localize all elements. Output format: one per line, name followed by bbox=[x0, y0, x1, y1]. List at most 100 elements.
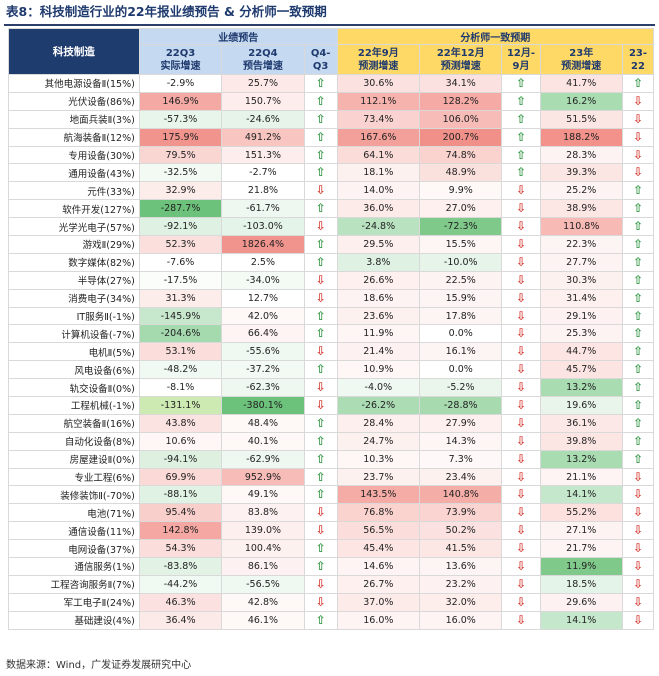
green-up-arrow-icon: ⇧ bbox=[632, 75, 643, 90]
y2023-forecast-growth: 18.5% bbox=[539, 574, 623, 594]
green-up-arrow-icon: ⇧ bbox=[315, 165, 326, 180]
red-down-arrow-icon: ⇩ bbox=[515, 612, 527, 627]
q4-forecast-growth: 66.4% bbox=[221, 324, 305, 344]
green-up-arrow-icon: ⇧ bbox=[632, 308, 643, 323]
y23-vs-y22-indicator: ⇩ bbox=[621, 592, 655, 612]
y2023-forecast-growth: 14.1% bbox=[539, 610, 623, 630]
q4-forecast-growth: 86.1% bbox=[221, 557, 305, 576]
red-down-arrow-icon: ⇩ bbox=[315, 344, 326, 359]
industry-name: 数字媒体(82%) bbox=[8, 252, 140, 272]
industry-name: 计算机设备(-7%) bbox=[8, 324, 140, 344]
sep-forecast-growth: 24.7% bbox=[336, 431, 421, 451]
q4-vs-q3-indicator: ⇧ bbox=[303, 413, 338, 433]
industry-name: 风电设备(6%) bbox=[8, 360, 140, 380]
sep-forecast-growth: 16.0% bbox=[336, 610, 421, 630]
q3-actual-growth: 175.9% bbox=[138, 127, 223, 147]
table-row: 其他电源设备Ⅱ(15%) -2.9% 25.7% ⇧ 30.6% 34.1% ⇧ 41.7% ⇧ bbox=[8, 74, 655, 93]
dec-forecast-growth: 0.0% bbox=[419, 324, 503, 344]
dec-forecast-growth: 34.1% bbox=[419, 74, 503, 93]
y23-vs-y22-indicator: ⇩ bbox=[621, 521, 655, 541]
header-q3-actual: 22Q3 实际增速 bbox=[138, 44, 223, 75]
q4-vs-q3-indicator: ⇧ bbox=[303, 163, 338, 183]
title-rule bbox=[4, 24, 655, 26]
dec-vs-sep-indicator: ⇩ bbox=[501, 557, 541, 576]
red-down-arrow-icon: ⇩ bbox=[515, 576, 527, 591]
red-down-arrow-icon: ⇩ bbox=[632, 93, 643, 108]
y2023-forecast-growth: 27.7% bbox=[539, 252, 623, 272]
sep-forecast-growth: 29.5% bbox=[336, 235, 421, 254]
table-row: 半导体(27%) -17.5% -34.0% ⇩ 26.6% 22.5% ⇩ 30.3% ⇧ bbox=[8, 270, 655, 290]
header-line: 预测增速 bbox=[358, 60, 399, 72]
header-line: 实际增速 bbox=[160, 60, 201, 72]
table-row: 光伏设备(86%) 146.9% 150.7% ⇧ 112.1% 128.2% ⇧ 16.2%… bbox=[8, 91, 655, 111]
red-down-arrow-icon: ⇩ bbox=[515, 362, 527, 377]
q4-vs-q3-indicator: ⇩ bbox=[303, 288, 338, 308]
q3-actual-growth: -7.6% bbox=[138, 252, 223, 272]
q4-forecast-growth: 48.4% bbox=[221, 413, 305, 433]
green-up-arrow-icon: ⇧ bbox=[315, 201, 326, 216]
q4-forecast-growth: 139.0% bbox=[221, 521, 305, 541]
q4-forecast-growth: 25.7% bbox=[221, 74, 305, 93]
green-up-arrow-icon: ⇧ bbox=[632, 290, 643, 305]
industry-name: 专业工程(6%) bbox=[8, 467, 140, 487]
green-up-arrow-icon: ⇧ bbox=[315, 147, 326, 162]
header-line: 23年 bbox=[569, 47, 594, 59]
q3-actual-growth: -2.9% bbox=[138, 74, 223, 93]
red-down-arrow-icon: ⇩ bbox=[632, 541, 643, 556]
earnings-table: 科技制造 业绩预告 分析师一致预期 22Q3 实际增速 22Q4 预告增速 Q4- Q… bbox=[8, 28, 655, 630]
q4-forecast-growth: -61.7% bbox=[221, 199, 305, 219]
red-down-arrow-icon: ⇩ bbox=[515, 272, 527, 287]
dec-vs-sep-indicator: ⇩ bbox=[501, 521, 541, 541]
red-down-arrow-icon: ⇩ bbox=[315, 505, 326, 520]
dec-forecast-growth: 74.8% bbox=[419, 145, 503, 165]
dec-forecast-growth: 140.8% bbox=[419, 485, 503, 505]
q4-forecast-growth: 46.1% bbox=[221, 610, 305, 630]
q4-forecast-growth: 49.1% bbox=[221, 485, 305, 505]
q3-actual-growth: 53.1% bbox=[138, 342, 223, 362]
y23-vs-y22-indicator: ⇩ bbox=[621, 539, 655, 559]
y23-vs-y22-indicator: ⇧ bbox=[621, 270, 655, 290]
y2023-forecast-growth: 44.7% bbox=[539, 342, 623, 362]
q4-vs-q3-indicator: ⇩ bbox=[303, 396, 338, 415]
q3-actual-growth: 46.3% bbox=[138, 592, 223, 612]
table-row: 航海装备Ⅱ(12%) 175.9% 491.2% ⇧ 167.6% 200.7% ⇧ 188.… bbox=[8, 127, 655, 147]
dec-forecast-growth: -10.0% bbox=[419, 252, 503, 272]
y23-vs-y22-indicator: ⇧ bbox=[621, 235, 655, 254]
header-2023-forecast: 23年 预测增速 bbox=[539, 44, 623, 75]
dec-forecast-growth: 128.2% bbox=[419, 91, 503, 111]
header-dec-forecast: 22年12月 预测增速 bbox=[419, 44, 503, 75]
red-down-arrow-icon: ⇩ bbox=[515, 541, 527, 556]
table-row: 工程咨询服务Ⅱ(7%) -44.2% -56.5% ⇩ 26.7% 23.2% ⇩ 18.5%… bbox=[8, 574, 655, 594]
red-down-arrow-icon: ⇩ bbox=[632, 165, 643, 180]
dec-vs-sep-indicator: ⇩ bbox=[501, 449, 541, 469]
red-down-arrow-icon: ⇩ bbox=[515, 433, 527, 448]
header-line: Q4- bbox=[310, 47, 331, 59]
q4-forecast-growth: 2.5% bbox=[221, 252, 305, 272]
y23-vs-y22-indicator: ⇧ bbox=[621, 431, 655, 451]
sep-forecast-growth: 76.8% bbox=[336, 503, 421, 523]
red-down-arrow-icon: ⇩ bbox=[315, 523, 326, 538]
q3-actual-growth: 54.3% bbox=[138, 539, 223, 559]
green-up-arrow-icon: ⇧ bbox=[515, 93, 527, 108]
green-up-arrow-icon: ⇧ bbox=[315, 362, 326, 377]
red-down-arrow-icon: ⇩ bbox=[315, 380, 326, 395]
q3-actual-growth: 95.4% bbox=[138, 503, 223, 523]
y23-vs-y22-indicator: ⇧ bbox=[621, 288, 655, 308]
table-row: 数字媒体(82%) -7.6% 2.5% ⇧ 3.8% -10.0% ⇩ 27.7% ⇧ bbox=[8, 252, 655, 272]
dec-vs-sep-indicator: ⇩ bbox=[501, 396, 541, 415]
sep-forecast-growth: 14.6% bbox=[336, 557, 421, 576]
dec-forecast-growth: 15.9% bbox=[419, 288, 503, 308]
q4-forecast-growth: -56.5% bbox=[221, 574, 305, 594]
green-up-arrow-icon: ⇧ bbox=[315, 558, 326, 573]
q4-vs-q3-indicator: ⇧ bbox=[303, 127, 338, 147]
q4-vs-q3-indicator: ⇩ bbox=[303, 521, 338, 541]
q4-vs-q3-indicator: ⇧ bbox=[303, 145, 338, 165]
q4-vs-q3-indicator: ⇩ bbox=[303, 574, 338, 594]
green-up-arrow-icon: ⇧ bbox=[632, 219, 643, 234]
y23-vs-y22-indicator: ⇧ bbox=[621, 74, 655, 93]
q4-vs-q3-indicator: ⇩ bbox=[303, 378, 338, 398]
industry-name: 通信设备(11%) bbox=[8, 521, 140, 541]
sep-forecast-growth: 10.3% bbox=[336, 449, 421, 469]
dec-vs-sep-indicator: ⇩ bbox=[501, 252, 541, 272]
q3-actual-growth: 32.9% bbox=[138, 181, 223, 201]
